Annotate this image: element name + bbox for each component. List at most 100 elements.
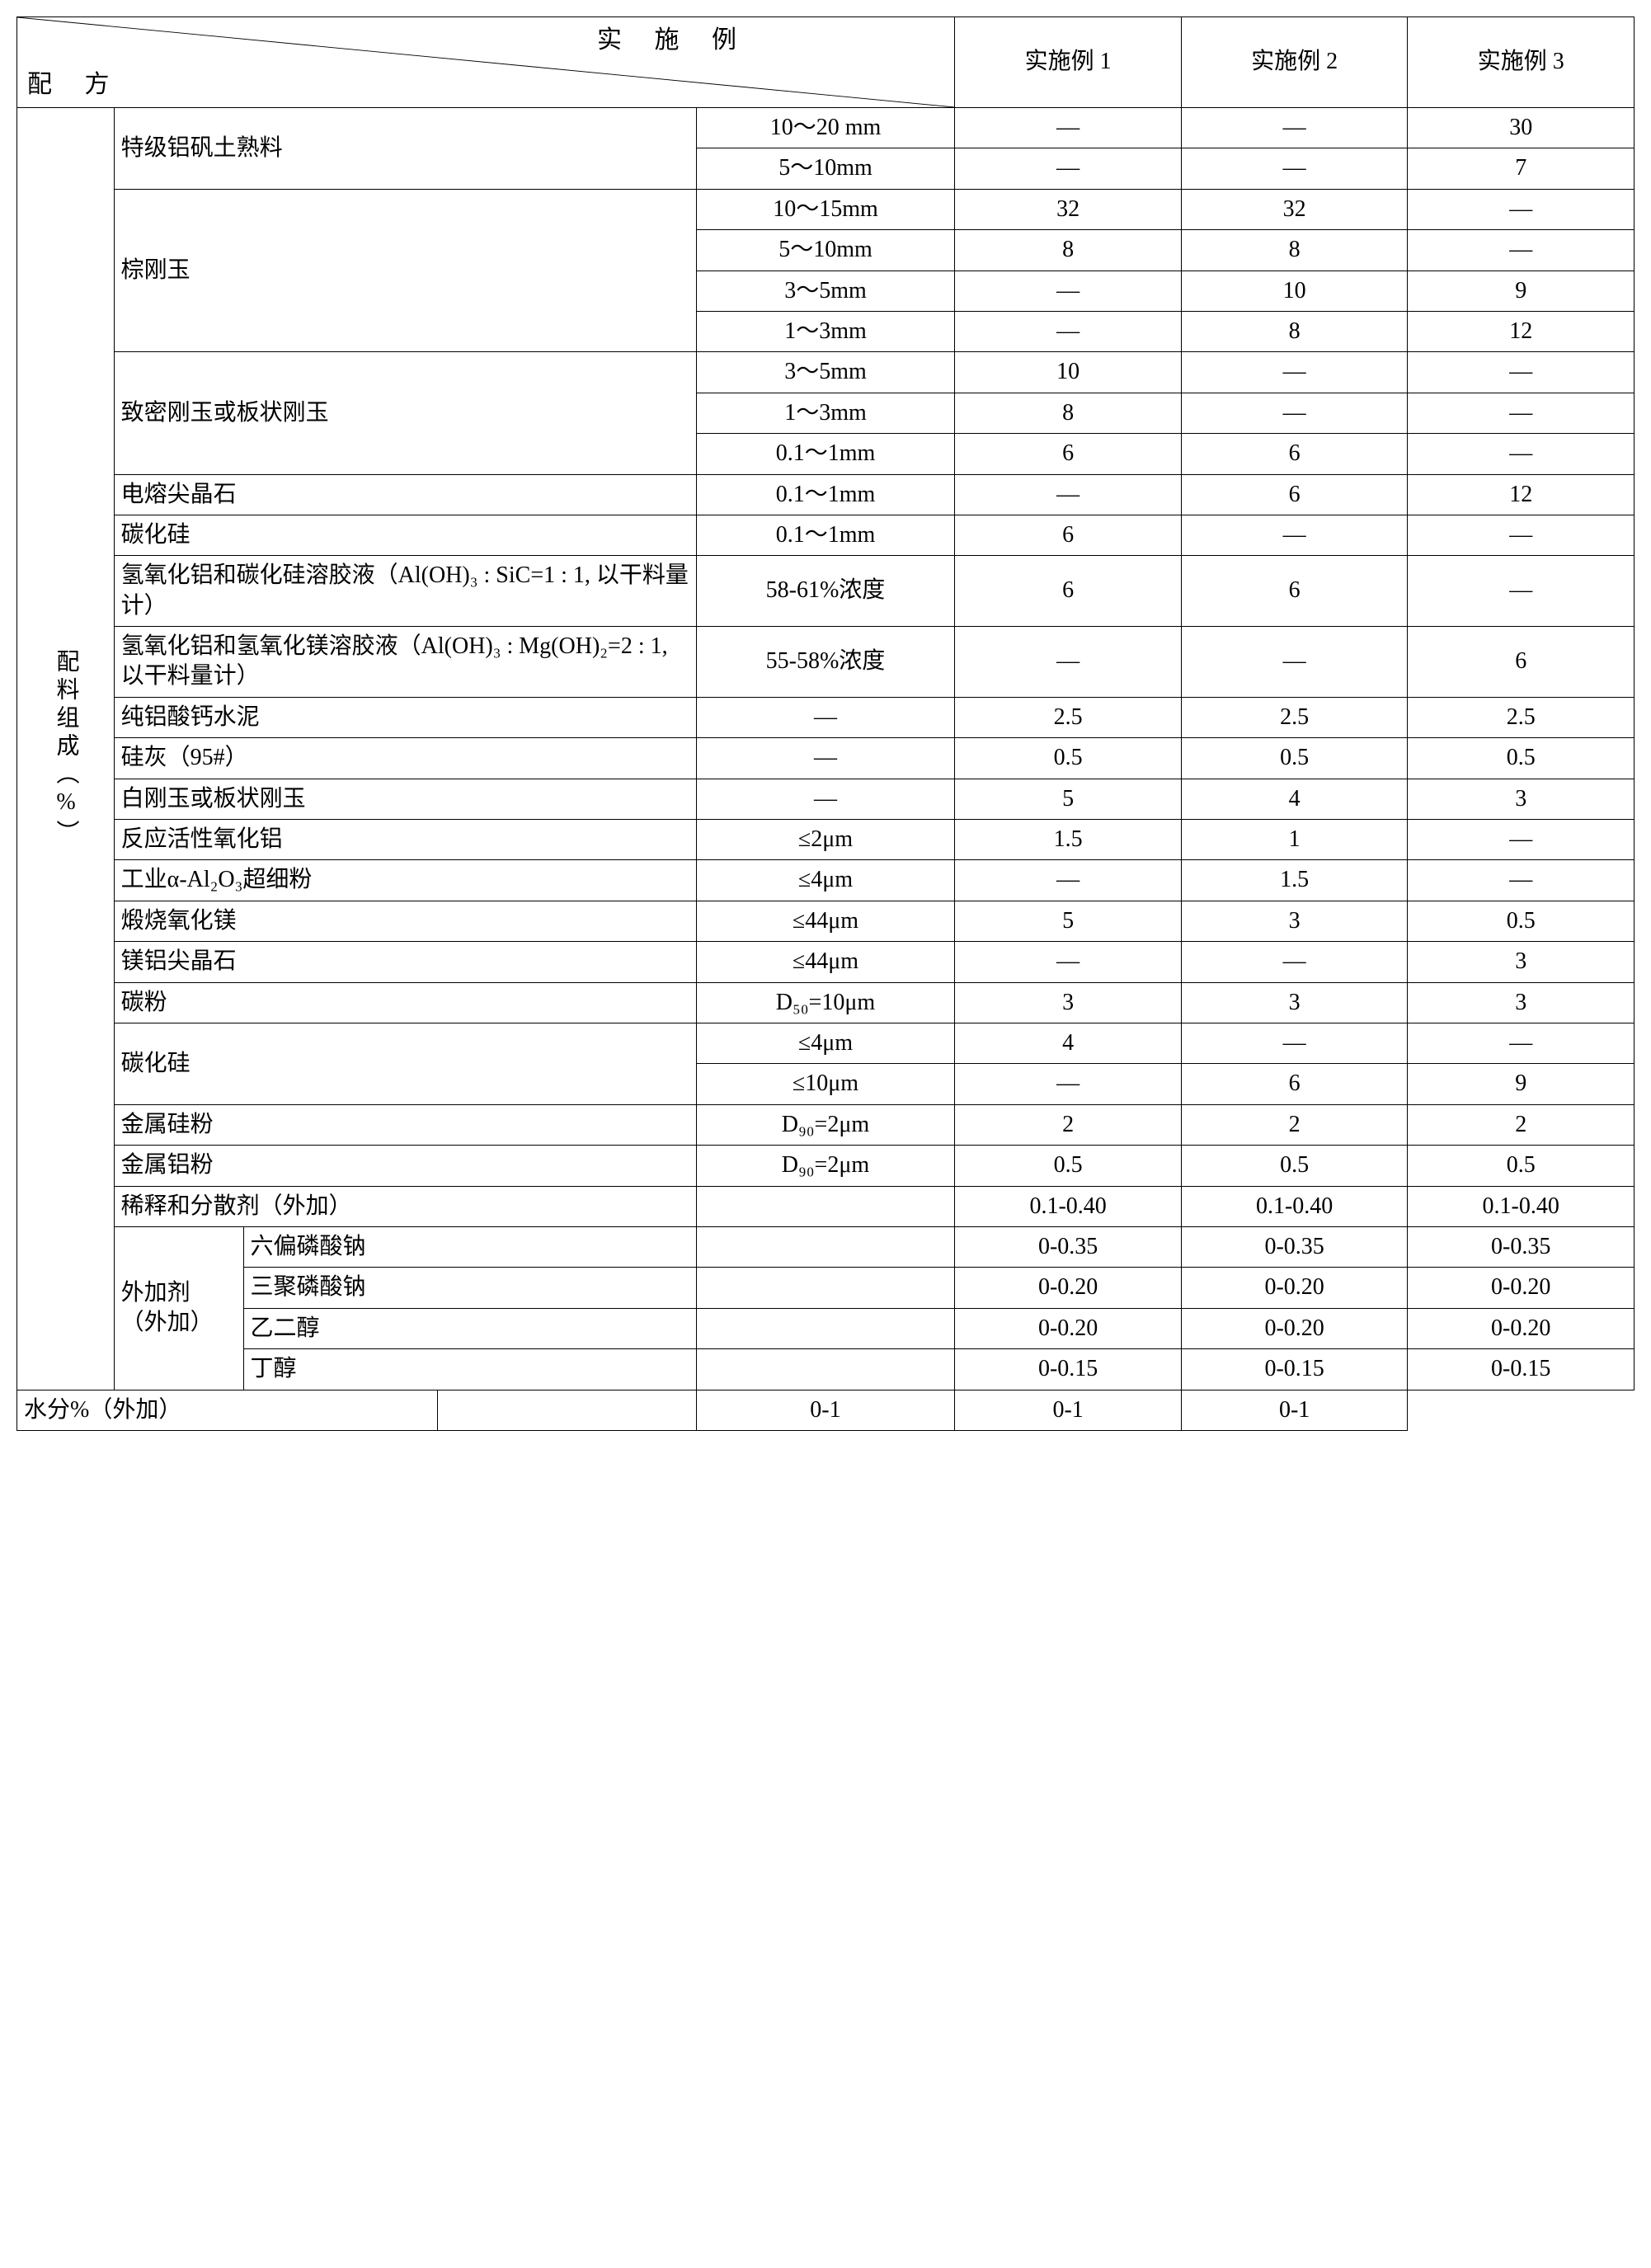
value-cell: — (1408, 860, 1635, 901)
spec-cell: 5～10mm (696, 148, 955, 189)
material-name-mg-al-spinel: 镁铝尖晶石 (114, 942, 696, 982)
value-cell: — (1181, 1023, 1408, 1063)
value-cell: 3 (1181, 982, 1408, 1023)
value-cell: 6 (955, 556, 1182, 627)
spec-cell: — (696, 697, 955, 737)
table-row: 碳化硅 0.1～1mm 6 — — (17, 515, 1635, 555)
table-row: 金属硅粉 D₉₀=2μm 2 2 2 (17, 1104, 1635, 1145)
value-cell: 4 (955, 1023, 1182, 1063)
value-cell: — (955, 1064, 1182, 1104)
diagonal-header-cell: 实 施 例 配 方 (17, 17, 955, 108)
value-cell: 10 (1181, 271, 1408, 311)
value-cell: — (955, 627, 1182, 698)
table-row: 硅灰（95#） — 0.5 0.5 0.5 (17, 738, 1635, 779)
diagonal-line-icon (17, 17, 954, 107)
value-cell: 3 (1181, 901, 1408, 941)
spec-cell: ≤4μm (696, 860, 955, 901)
value-cell: 0.5 (1408, 901, 1635, 941)
value-cell: 32 (1181, 189, 1408, 229)
header-top-label: 实 施 例 (597, 24, 750, 56)
value-cell: 4 (1181, 779, 1408, 819)
value-cell: 6 (1181, 434, 1408, 474)
material-name-sic-fine: 碳化硅 (114, 1023, 696, 1104)
value-cell: 8 (955, 393, 1182, 433)
value-cell: 3 (1408, 779, 1635, 819)
table-row: 三聚磷酸钠 0-0.20 0-0.20 0-0.20 (17, 1268, 1635, 1308)
table-row: 煅烧氧化镁 ≤44μm 5 3 0.5 (17, 901, 1635, 941)
material-name-reactive-al2o3: 反应活性氧化铝 (114, 820, 696, 860)
material-name-sic-coarse: 碳化硅 (114, 515, 696, 555)
value-cell: 1 (1181, 820, 1408, 860)
value-cell: — (1408, 515, 1635, 555)
material-name-ca-aluminate: 纯铝酸钙水泥 (114, 697, 696, 737)
spec-cell: 58-61%浓度 (696, 556, 955, 627)
material-name-dense-corundum: 致密刚玉或板状刚玉 (114, 352, 696, 474)
spec-cell: 0.1～1mm (696, 474, 955, 515)
spec-cell: 1～3mm (696, 393, 955, 433)
value-cell: — (955, 108, 1182, 148)
value-cell: — (955, 148, 1182, 189)
table-row: 氢氧化铝和氢氧化镁溶胶液（Al(OH)₃ : Mg(OH)₂=2 : 1, 以干… (17, 627, 1635, 698)
value-cell: 3 (1408, 942, 1635, 982)
table-row: 碳粉 D₅₀=10μm 3 3 3 (17, 982, 1635, 1023)
value-cell: 0.5 (1408, 1146, 1635, 1186)
value-cell: 8 (1181, 230, 1408, 271)
table-row: 碳化硅 ≤4μm 4 — — (17, 1023, 1635, 1063)
table-row: 氢氧化铝和碳化硅溶胶液（Al(OH)₃ : SiC=1 : 1, 以干料量计） … (17, 556, 1635, 627)
value-cell: 5 (955, 901, 1182, 941)
value-cell: 6 (1181, 556, 1408, 627)
spec-cell: 0.1～1mm (696, 434, 955, 474)
value-cell: 3 (955, 982, 1182, 1023)
additive-sub: 丁醇 (243, 1349, 696, 1390)
table-row: 配料组成（%） 特级铝矾土熟料 10～20 mm — — 30 (17, 108, 1635, 148)
value-cell: 2 (955, 1104, 1182, 1145)
value-cell: 10 (955, 352, 1182, 393)
value-cell: — (1408, 393, 1635, 433)
spec-cell: ≤10μm (696, 1064, 955, 1104)
value-cell: — (1408, 820, 1635, 860)
value-cell: 8 (1181, 311, 1408, 351)
spec-cell (696, 1268, 955, 1308)
table-row: 镁铝尖晶石 ≤44μm — — 3 (17, 942, 1635, 982)
header-bottom-label: 配 方 (27, 68, 123, 101)
value-cell: 0-1 (696, 1390, 955, 1430)
value-cell: 30 (1408, 108, 1635, 148)
value-cell: 0-0.20 (1181, 1268, 1408, 1308)
value-cell: — (955, 942, 1182, 982)
value-cell: 0-0.20 (955, 1308, 1182, 1348)
spec-cell: D₉₀=2μm (696, 1146, 955, 1186)
value-cell: 12 (1408, 311, 1635, 351)
value-cell: — (1181, 627, 1408, 698)
value-cell: — (1181, 515, 1408, 555)
value-cell: 2 (1181, 1104, 1408, 1145)
material-name-white-corundum: 白刚玉或板状刚玉 (114, 779, 696, 819)
table-row: 丁醇 0-0.15 0-0.15 0-0.15 (17, 1349, 1635, 1390)
table-header-row: 实 施 例 配 方 实施例 1 实施例 2 实施例 3 (17, 17, 1635, 108)
value-cell: 0-1 (955, 1390, 1182, 1430)
value-cell: 0.5 (1181, 738, 1408, 779)
value-cell: — (1181, 108, 1408, 148)
value-cell: 2.5 (1181, 697, 1408, 737)
spec-cell: — (696, 738, 955, 779)
value-cell: 7 (1408, 148, 1635, 189)
material-name-bauxite: 特级铝矾土熟料 (114, 108, 696, 190)
material-name-carbon-powder: 碳粉 (114, 982, 696, 1023)
value-cell: 0.5 (1181, 1146, 1408, 1186)
material-name-sol-aloh-mgoh: 氢氧化铝和氢氧化镁溶胶液（Al(OH)₃ : Mg(OH)₂=2 : 1, 以干… (114, 627, 696, 698)
spec-cell: ≤4μm (696, 1023, 955, 1063)
spec-cell: ≤44μm (696, 901, 955, 941)
col-header-ex1: 实施例 1 (955, 17, 1182, 108)
spec-cell (696, 1308, 955, 1348)
value-cell: 2.5 (1408, 697, 1635, 737)
material-name-alpha-al2o3: 工业α-Al₂O₃超细粉 (114, 860, 696, 901)
formulation-table: 实 施 例 配 方 实施例 1 实施例 2 实施例 3 配料组成（%） 特级铝矾… (16, 16, 1635, 1431)
value-cell: — (955, 271, 1182, 311)
value-cell: — (1181, 393, 1408, 433)
table-row: 反应活性氧化铝 ≤2μm 1.5 1 — (17, 820, 1635, 860)
value-cell: 0.5 (1408, 738, 1635, 779)
value-cell: — (1181, 148, 1408, 189)
value-cell: 12 (1408, 474, 1635, 515)
value-cell: 3 (1408, 982, 1635, 1023)
spec-cell: 10～20 mm (696, 108, 955, 148)
value-cell: 9 (1408, 271, 1635, 311)
